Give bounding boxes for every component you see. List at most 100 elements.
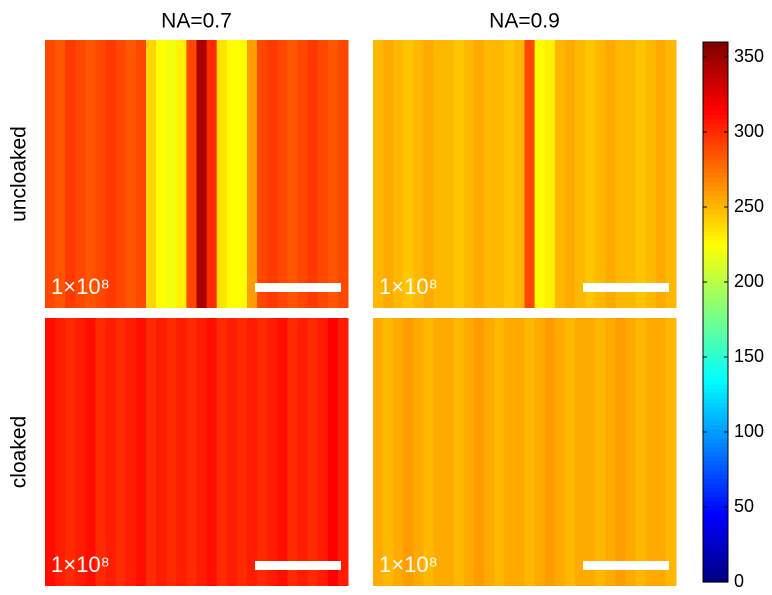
colorbar-segment [703, 474, 728, 480]
heatmap-cell [337, 40, 349, 308]
heatmap-cell [196, 318, 208, 586]
heatmap-cell [125, 318, 137, 586]
heatmap-cell [595, 318, 606, 586]
colorbar-segment [703, 429, 728, 435]
heatmap-cell [327, 318, 339, 586]
colorbar-segment [703, 177, 728, 183]
column-title: NA=0.9 [489, 10, 560, 33]
heatmap-cell [75, 318, 86, 586]
heatmap-cell [484, 318, 495, 586]
colorbar-segment [703, 235, 728, 241]
colorbar-segment [703, 406, 728, 412]
colorbar-segment [703, 357, 728, 363]
colorbar-segment [703, 55, 728, 61]
heatmap-cell [95, 40, 107, 308]
colorbar-segment [703, 64, 728, 70]
colorbar-segment [703, 258, 728, 264]
colorbar-segment [703, 267, 728, 273]
heatmap-cell [393, 318, 404, 586]
colorbar-segment [703, 136, 728, 142]
heatmap-cell [665, 40, 677, 308]
colorbar-segment [703, 100, 728, 106]
heatmap-cell [115, 40, 127, 308]
heatmap-cell [166, 318, 177, 586]
heatmap-cell [156, 318, 167, 586]
colorbar-tick-label: 50 [734, 496, 754, 516]
heatmap-cell [544, 318, 556, 586]
colorbar-segment [703, 280, 728, 286]
colorbar-segment [703, 82, 728, 88]
heatmap-cell [625, 40, 637, 308]
colorbar-segment [703, 78, 728, 84]
heatmap-cell [166, 40, 177, 308]
heatmap-cell [665, 318, 677, 586]
colorbar-segment [703, 271, 728, 277]
colorbar-segment [703, 46, 728, 52]
heatmap-cell [317, 40, 329, 308]
colorbar-segment [703, 541, 728, 547]
heatmap-cell [206, 318, 218, 586]
colorbar-segment [703, 262, 728, 268]
heatmap-cell [413, 318, 424, 586]
heatmap-cell [564, 318, 576, 586]
colorbar-segment [703, 415, 728, 421]
heatmap-cell [75, 40, 86, 308]
heatmap-cell [85, 318, 96, 586]
scale-bar [583, 283, 669, 292]
heatmap-cell [494, 318, 505, 586]
colorbar-segment [703, 532, 728, 538]
colorbar-segment [703, 528, 728, 534]
heatmap-cell [287, 40, 298, 308]
heatmap-cell [373, 318, 384, 586]
colorbar-segment [703, 298, 728, 304]
colorbar-segment [703, 379, 728, 385]
heatmap-cell [463, 40, 475, 308]
heatmap-cell [146, 40, 157, 308]
heatmap-cell [635, 40, 647, 308]
heatmap-cell [55, 40, 66, 308]
heatmap-cell [216, 40, 228, 308]
heatmap-cell [625, 318, 637, 586]
heatmap-cell [247, 40, 258, 308]
colorbar-segment [703, 141, 728, 147]
scale-label: 1×10⁸ [51, 274, 110, 299]
heatmap-cell [615, 318, 626, 586]
heatmap-cell [317, 318, 329, 586]
heatmap-cell [453, 40, 465, 308]
colorbar-segment [703, 352, 728, 358]
colorbar-segment [703, 132, 728, 138]
heatmap-cell [645, 318, 657, 586]
colorbar-tick-label: 150 [734, 346, 764, 366]
heatmap-cell [423, 318, 435, 586]
heatmap-cell [186, 318, 197, 586]
colorbar-tick-label: 100 [734, 421, 764, 441]
heatmap-cell [206, 40, 218, 308]
heatmap-cell [277, 318, 288, 586]
heatmap-cell [196, 40, 208, 308]
colorbar-segment [703, 289, 728, 295]
heatmap-cell [544, 40, 556, 308]
heatmap-cell [514, 318, 525, 586]
colorbar-segment [703, 321, 728, 327]
heatmap-cell [337, 318, 349, 586]
colorbar-segment [703, 285, 728, 291]
heatmap-cell [135, 318, 147, 586]
heatmap-cell [146, 318, 157, 586]
heatmap-cell [575, 318, 586, 586]
heatmap-cell [186, 40, 197, 308]
colorbar-segment [703, 195, 728, 201]
heatmap-cell [635, 318, 647, 586]
colorbar-segment [703, 172, 728, 178]
colorbar-segment [703, 73, 728, 79]
heatmap-cell [65, 318, 76, 586]
colorbar-segment [703, 550, 728, 556]
colorbar-segment [703, 546, 728, 552]
heatmap-cell [45, 40, 56, 308]
heatmap-cell [383, 40, 394, 308]
heatmap-cell [453, 318, 465, 586]
heatmap-cell [443, 318, 455, 586]
heatmap-cell [307, 318, 319, 586]
colorbar-segment [703, 339, 728, 345]
heatmap-cell [474, 40, 485, 308]
